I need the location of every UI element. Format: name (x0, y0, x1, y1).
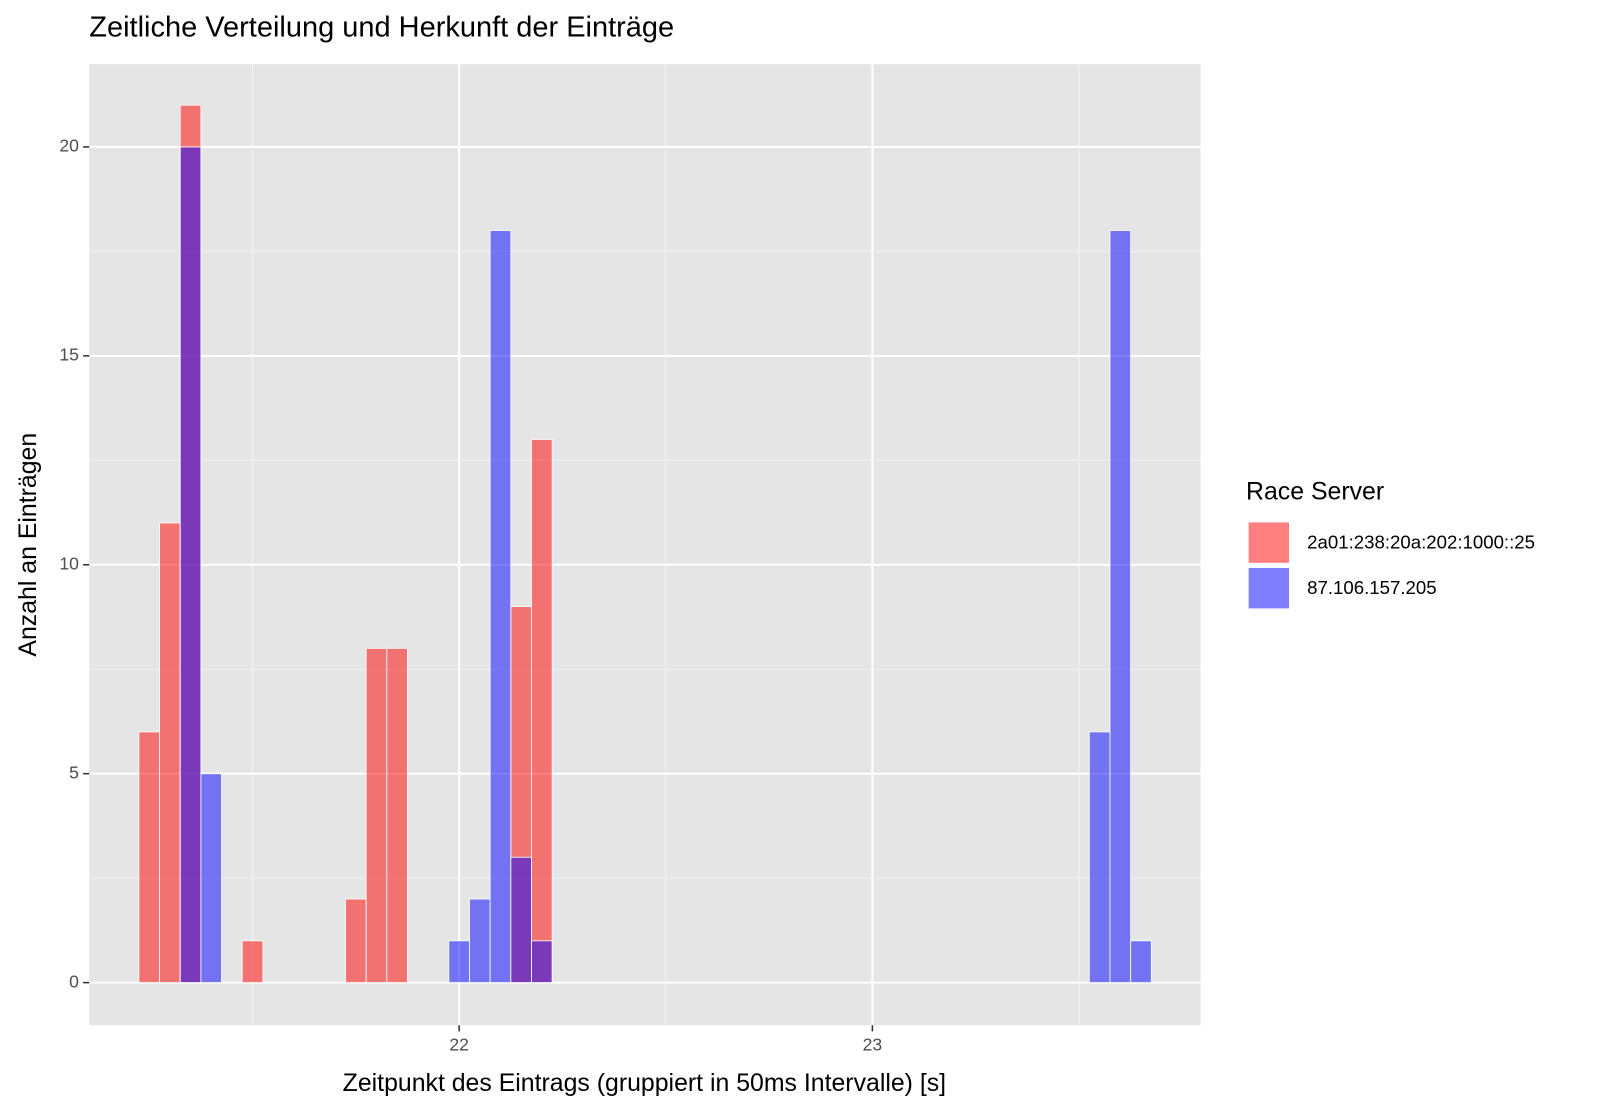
bar (1088, 731, 1111, 984)
y-tick-label: 15 (59, 345, 79, 365)
bar (469, 898, 491, 984)
bar (448, 940, 470, 984)
bar (489, 230, 512, 984)
x-axis-label: Zeitpunkt des Eintrags (gruppiert in 50m… (343, 1070, 946, 1097)
legend-title: Race Server (1246, 478, 1384, 505)
legend-label: 2a01:238:20a:202:1000::25 (1307, 532, 1535, 553)
bar (531, 940, 553, 984)
x-tick-label: 22 (449, 1035, 469, 1055)
bar (510, 856, 532, 984)
bar (241, 940, 264, 984)
chart-title: Zeitliche Verteilung und Herkunft der Ei… (89, 12, 674, 44)
bar (365, 647, 388, 984)
bar (1109, 230, 1132, 984)
y-tick-label: 0 (69, 971, 79, 991)
x-tick-label: 23 (863, 1035, 883, 1055)
bar (179, 146, 202, 984)
y-tick-label: 5 (69, 762, 79, 782)
y-axis-label: Anzahl an Einträgen (15, 433, 42, 657)
legend-key (1247, 521, 1291, 564)
bar (345, 898, 367, 984)
bar (138, 731, 160, 984)
bar (200, 773, 222, 984)
legend-key (1247, 566, 1291, 610)
plot-panel (89, 64, 1201, 1026)
bar (1130, 940, 1152, 984)
y-tick-label: 20 (59, 136, 79, 156)
bar (159, 522, 181, 984)
bar (531, 439, 553, 984)
y-tick-label: 10 (59, 553, 79, 573)
legend-label: 87.106.157.205 (1307, 577, 1436, 598)
bar (386, 647, 408, 984)
